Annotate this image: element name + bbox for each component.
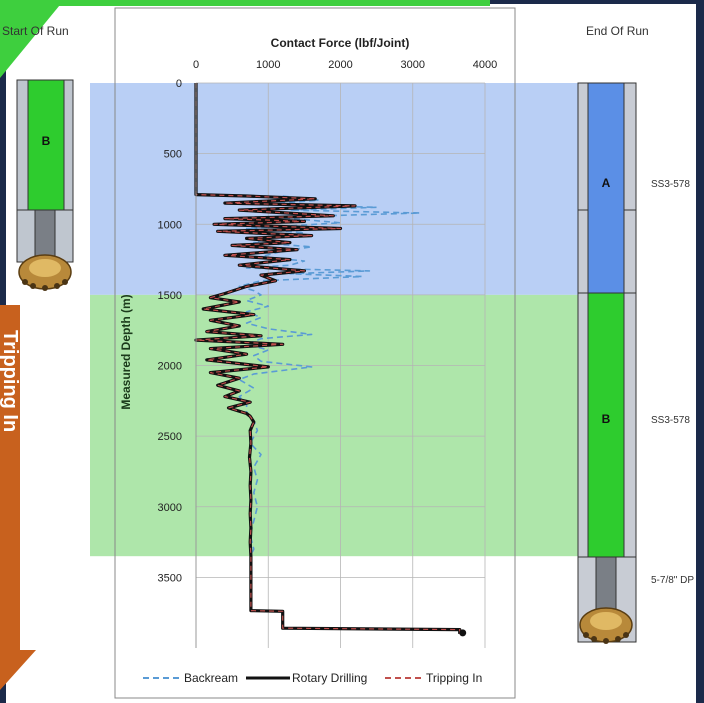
- right-frame-edge: [696, 0, 704, 703]
- annotation-section-a: SS3-578: [651, 179, 690, 190]
- chart-title: Contact Force (lbf/Joint): [271, 36, 410, 50]
- y-tick-label: 1500: [158, 290, 182, 302]
- legend-label-tripping: Tripping In: [426, 671, 482, 685]
- y-tick-label: 3500: [158, 572, 182, 584]
- side-tab: Tripping In: [0, 305, 36, 690]
- annotation-pipe: 5-7/8" DP: [651, 575, 694, 586]
- x-tick-label: 0: [193, 59, 199, 71]
- legend-label-backream: Backream: [184, 671, 238, 685]
- right-section-b-label: B: [602, 412, 611, 426]
- y-tick-label: 2500: [158, 431, 182, 443]
- y-axis-label: Measured Depth (m): [119, 294, 133, 409]
- left-section-b: [27, 79, 65, 211]
- x-tick-label: 2000: [328, 59, 352, 71]
- y-tick-label: 500: [164, 149, 182, 161]
- zone-b-band: [90, 294, 590, 557]
- right-section-a-label: A: [602, 176, 611, 190]
- axes-group: 0 1000 2000 3000 4000 0 500 1000 1500 2000 2500 300…: [158, 59, 497, 648]
- x-tick-label: 3000: [401, 59, 425, 71]
- y-tick-label: 0: [176, 78, 182, 90]
- right-drill-bit-icon: [579, 607, 633, 644]
- chart-border: [114, 7, 516, 699]
- end-of-run-title: End Of Run: [586, 24, 649, 38]
- x-tick-label: 1000: [256, 59, 280, 71]
- series-tripping-in-line: [195, 83, 461, 634]
- left-bha-diagram: B: [16, 79, 74, 291]
- legend-label-rotary: Rotary Drilling: [292, 671, 367, 685]
- y-tick-label: 2000: [158, 361, 182, 373]
- left-section-b-label: B: [42, 134, 51, 148]
- left-drill-bit-icon: [18, 254, 72, 291]
- right-section-b: [587, 292, 625, 558]
- legend: Backream Rotary Drilling Tripping In: [143, 671, 482, 685]
- series-end-marker: [459, 629, 467, 637]
- corner-triangle: [0, 0, 64, 78]
- right-bha-diagram: A B: [577, 82, 637, 644]
- y-tick-label: 1000: [158, 219, 182, 231]
- annotation-section-b: SS3-578: [651, 415, 690, 426]
- top-banner: [0, 0, 490, 6]
- x-tick-label: 4000: [473, 59, 497, 71]
- series-group: [194, 83, 467, 637]
- right-section-a: [587, 82, 625, 294]
- start-of-run-title: Start Of Run: [2, 24, 69, 38]
- zone-a-band: [90, 83, 590, 295]
- side-tab-shape: [0, 305, 36, 690]
- side-tab-text: Tripping In: [0, 330, 21, 432]
- left-pipe: [34, 209, 56, 261]
- y-tick-label: 3000: [158, 502, 182, 514]
